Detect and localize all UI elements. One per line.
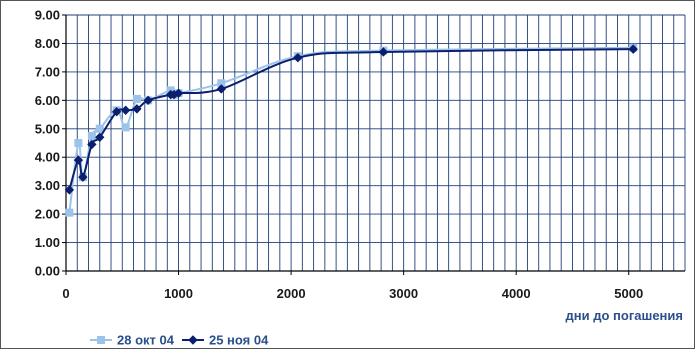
x-tick-label: 4000	[502, 286, 531, 301]
series-2-point	[173, 88, 184, 98]
x-tick-label: 1000	[164, 286, 193, 301]
x-tick-label: 5000	[614, 286, 643, 301]
y-tick-label: 2.00	[35, 207, 60, 222]
series-1-point	[87, 131, 96, 140]
x-tick-label: 2000	[277, 286, 306, 301]
series-2-point	[216, 84, 227, 94]
gridlines	[66, 14, 686, 271]
series-2-point	[78, 172, 88, 182]
series-2-point	[628, 44, 638, 54]
x-tick-label: 3000	[389, 286, 418, 301]
series-1-point	[95, 124, 104, 133]
series-1-point	[65, 208, 74, 217]
series-2-point	[87, 139, 97, 150]
x-tick-label: 0	[62, 286, 69, 301]
series-2-point	[73, 155, 84, 165]
series-1-point	[121, 123, 130, 132]
series-2-point	[120, 105, 131, 115]
legend-item-1: 28 окт 04	[90, 333, 175, 348]
y-tick-label: 3.00	[35, 178, 60, 193]
legend-label: 28 окт 04	[117, 333, 175, 348]
x-tick-labels: 0 1000 2000 3000 4000 5000	[62, 286, 643, 301]
y-tick-label: 6.00	[35, 93, 60, 108]
series-2-point	[111, 107, 122, 117]
series-2	[64, 44, 638, 195]
series-layer	[64, 43, 638, 217]
series-1-point	[74, 139, 83, 147]
series-1-point	[132, 94, 141, 103]
x-axis-title: дни до погашения	[566, 308, 683, 323]
y-tick-labels: 0.00 1.00 2.00 3.00 4.00 5.00 6.00 7.00 8.00 9.00	[35, 8, 60, 279]
series-2-point	[143, 95, 153, 106]
series-2-point	[95, 132, 105, 143]
y-tick-label: 1.00	[35, 235, 60, 250]
legend-item-2: 25 ноя 04	[181, 333, 269, 348]
y-tick-label: 5.00	[35, 121, 60, 136]
series-2-point	[293, 52, 303, 63]
plot-background	[66, 15, 685, 271]
legend-diamond-marker	[188, 335, 198, 345]
y-tick-label: 9.00	[35, 8, 60, 23]
plot-area	[66, 15, 685, 271]
axes	[62, 14, 685, 275]
series-2-point	[132, 104, 142, 114]
legend-label: 25 ноя 04	[209, 333, 269, 348]
legend: 28 окт 04 25 ноя 04	[90, 333, 269, 348]
y-tick-label: 7.00	[35, 64, 60, 79]
y-tick-label: 8.00	[35, 36, 60, 51]
y-tick-label: 4.00	[35, 150, 60, 165]
series-2-point	[378, 47, 389, 57]
legend-square-marker	[97, 336, 105, 344]
y-tick-label: 0.00	[35, 264, 60, 279]
series-2-point	[64, 185, 75, 195]
